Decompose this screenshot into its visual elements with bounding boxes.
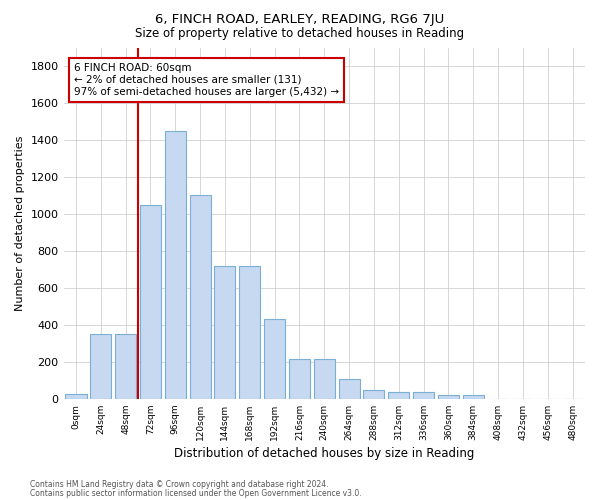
Text: Contains public sector information licensed under the Open Government Licence v3: Contains public sector information licen…	[30, 488, 362, 498]
Bar	[388, 392, 409, 399]
Bar	[264, 320, 285, 399]
Text: Contains HM Land Registry data © Crown copyright and database right 2024.: Contains HM Land Registry data © Crown c…	[30, 480, 329, 489]
Bar	[338, 380, 359, 399]
Bar	[165, 130, 186, 399]
Bar	[289, 359, 310, 399]
Y-axis label: Number of detached properties: Number of detached properties	[15, 136, 25, 311]
Bar	[438, 395, 459, 399]
Bar	[65, 394, 86, 399]
Bar	[413, 392, 434, 399]
Bar	[90, 334, 112, 399]
Text: 6, FINCH ROAD, EARLEY, READING, RG6 7JU: 6, FINCH ROAD, EARLEY, READING, RG6 7JU	[155, 12, 445, 26]
Bar	[364, 390, 385, 399]
Text: Size of property relative to detached houses in Reading: Size of property relative to detached ho…	[136, 28, 464, 40]
Text: 6 FINCH ROAD: 60sqm
← 2% of detached houses are smaller (131)
97% of semi-detach: 6 FINCH ROAD: 60sqm ← 2% of detached hou…	[74, 64, 339, 96]
Bar	[463, 395, 484, 399]
Bar	[239, 266, 260, 399]
X-axis label: Distribution of detached houses by size in Reading: Distribution of detached houses by size …	[174, 447, 475, 460]
Bar	[214, 266, 235, 399]
Bar	[115, 334, 136, 399]
Bar	[190, 196, 211, 399]
Bar	[314, 359, 335, 399]
Bar	[140, 204, 161, 399]
